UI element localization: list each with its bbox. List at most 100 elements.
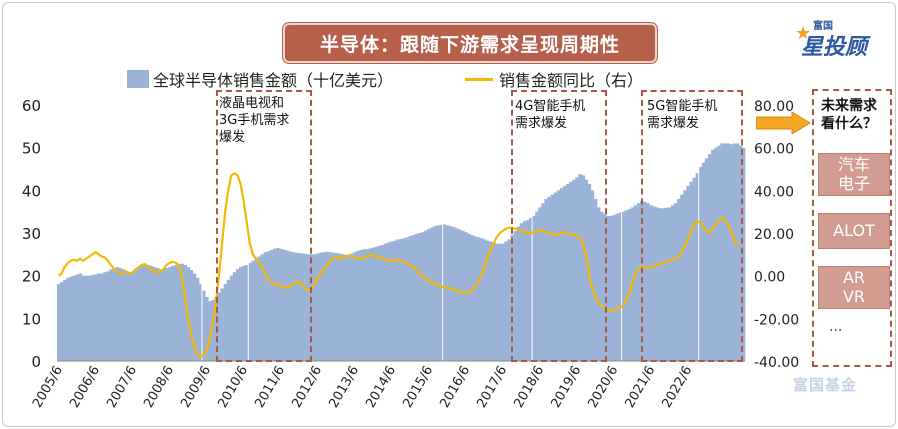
bar <box>131 271 135 361</box>
right-tick-label: -20.00 <box>754 312 799 328</box>
bar <box>223 284 228 361</box>
side-item-auto: 汽车 电子 <box>818 153 890 196</box>
bar <box>146 265 150 361</box>
bar <box>380 244 385 361</box>
bar <box>356 250 360 361</box>
bar <box>291 252 295 361</box>
bar <box>198 284 203 361</box>
bar <box>729 144 734 361</box>
bar <box>343 254 348 361</box>
bar <box>606 215 610 361</box>
bar <box>232 272 237 361</box>
bar <box>266 251 271 361</box>
bar <box>94 274 98 361</box>
right-tick-label: 20.00 <box>754 227 794 243</box>
bar <box>414 233 419 361</box>
right-tick-label: 0.00 <box>754 270 785 286</box>
bar <box>451 227 456 361</box>
bar <box>288 251 292 361</box>
bar <box>350 253 354 361</box>
bar <box>152 267 157 361</box>
bar <box>532 215 536 361</box>
x-tick-label: 2015/6 <box>400 364 436 411</box>
right-tick-label: 40.00 <box>754 184 794 200</box>
side-panel-box <box>812 89 892 367</box>
bar <box>90 274 95 361</box>
bar <box>260 254 265 361</box>
bar <box>137 267 141 361</box>
bar <box>263 252 268 361</box>
bar <box>661 208 666 361</box>
bar <box>106 271 110 361</box>
bar <box>337 253 342 361</box>
bar <box>445 225 450 361</box>
4g-highlight-box <box>511 90 607 362</box>
left-tick-label: 10 <box>22 310 41 328</box>
lcd-note: 液晶电视和 3G手机需求 爆发 <box>219 96 290 145</box>
bar <box>208 301 212 361</box>
bar <box>476 237 481 361</box>
bar <box>103 272 107 361</box>
x-tick-label: 2017/6 <box>474 364 510 411</box>
bar <box>529 218 533 361</box>
bar <box>81 275 86 361</box>
bar <box>711 149 715 361</box>
bar <box>158 269 163 361</box>
bar <box>322 252 326 361</box>
right-tick-label: 80.00 <box>754 99 794 115</box>
bar <box>717 145 721 361</box>
bar <box>251 260 255 361</box>
bar <box>593 198 598 361</box>
bar <box>177 264 181 361</box>
x-tick-label: 2013/6 <box>326 364 362 411</box>
bar <box>488 241 493 361</box>
bar <box>658 208 663 361</box>
x-tick-label: 2022/6 <box>659 364 695 411</box>
bar <box>183 265 187 361</box>
brand-big: 星投顾 <box>801 35 868 60</box>
bar <box>732 143 737 361</box>
bar <box>492 242 496 361</box>
bar <box>559 188 564 361</box>
bar <box>242 265 246 361</box>
arrow-right-icon <box>756 112 811 134</box>
bar <box>704 158 709 361</box>
legend: 全球半导体销售金额（十亿美元） 销售金额同比（右） <box>127 67 643 91</box>
bar <box>69 276 73 361</box>
bar <box>109 269 113 361</box>
right-axis: -40.00 -20.00 0.00 20.00 40.00 60.00 80.00 <box>754 99 799 371</box>
bar <box>272 248 277 361</box>
bar <box>171 265 175 361</box>
bar <box>584 179 589 361</box>
bar <box>353 252 357 361</box>
bar <box>143 265 147 361</box>
bar <box>269 250 274 361</box>
bar <box>550 194 555 361</box>
bar <box>714 147 718 361</box>
bar <box>738 145 743 361</box>
left-tick-label: 40 <box>22 182 41 200</box>
bar <box>464 232 468 361</box>
bar <box>612 215 616 361</box>
bar <box>581 175 585 361</box>
4g-note: 4G智能手机 需求爆发 <box>515 99 586 131</box>
bar <box>300 253 305 361</box>
bar <box>655 207 660 361</box>
bar <box>235 269 240 361</box>
x-tick-label: 2021/6 <box>622 364 658 411</box>
bar <box>433 226 437 361</box>
x-axis: 2005/6 2006/6 2007/6 2008/6 2009/6 2010/6 2011… <box>30 364 695 411</box>
bar <box>609 215 613 361</box>
bar <box>417 233 422 361</box>
x-tick-label: 2020/6 <box>585 364 621 411</box>
bar <box>396 239 400 361</box>
bar <box>306 254 311 361</box>
bar <box>112 267 117 361</box>
bar <box>303 253 308 361</box>
bar <box>633 205 638 361</box>
bar <box>359 250 363 361</box>
legend-line-swatch <box>465 77 494 81</box>
left-tick-label: 20 <box>22 268 41 286</box>
bar <box>495 243 499 361</box>
